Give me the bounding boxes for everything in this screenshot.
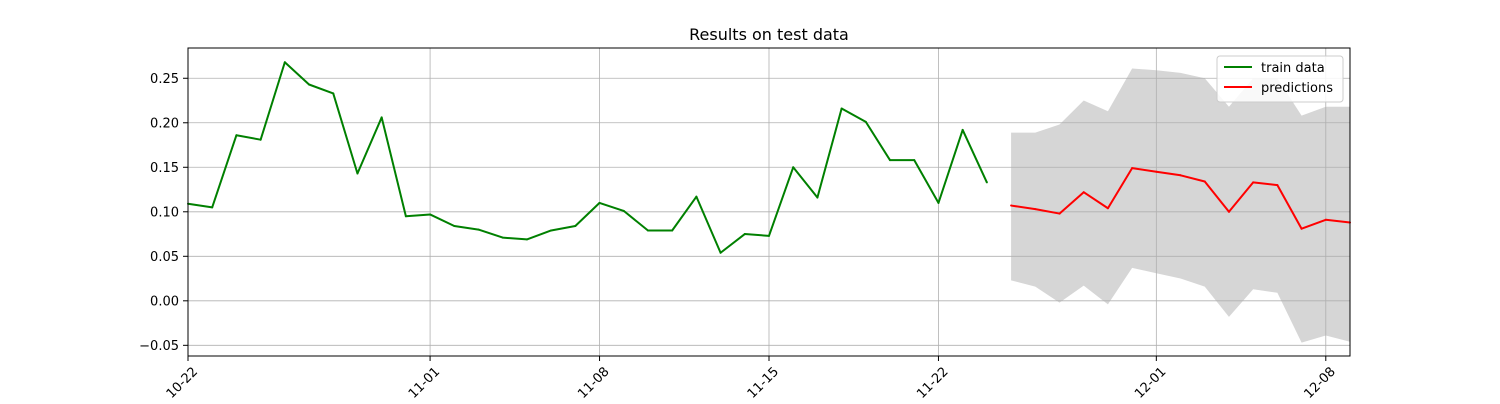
data-point-train-data: [937, 201, 940, 204]
data-point-train-data: [598, 201, 601, 204]
data-point-predictions: [1058, 212, 1061, 215]
data-point-train-data: [453, 225, 456, 228]
y-tick-label: 0.15: [150, 161, 179, 176]
x-tick-label: 10-22: [164, 364, 201, 400]
data-point-train-data: [695, 195, 698, 198]
y-tick-label: 0.05: [150, 250, 179, 265]
data-point-train-data: [646, 229, 649, 232]
x-tick-label: 11-22: [914, 364, 951, 400]
x-tick-label: 11-08: [575, 364, 612, 400]
data-point-train-data: [985, 181, 988, 184]
y-tick-label: −0.05: [139, 339, 179, 354]
grid-layer: [187, 48, 1350, 356]
confidence-band-layer: [1011, 68, 1350, 343]
legend-label-predictions: predictions: [1261, 81, 1333, 96]
chart-title: Results on test data: [689, 25, 849, 44]
data-point-train-data: [332, 92, 335, 95]
series-layer: [187, 61, 1351, 254]
data-point-train-data: [308, 83, 311, 86]
data-point-predictions: [1300, 227, 1303, 230]
y-tick-label: 0.10: [150, 205, 179, 220]
data-point-train-data: [913, 159, 916, 162]
confidence-band: [1011, 68, 1350, 343]
data-point-train-data: [550, 229, 553, 232]
data-point-train-data: [283, 61, 286, 64]
data-point-train-data: [477, 228, 480, 231]
data-point-train-data: [404, 215, 407, 218]
legend-label-train-data: train data: [1261, 61, 1325, 76]
legend: train data predictions: [1216, 55, 1344, 103]
data-point-train-data: [211, 206, 214, 209]
data-point-train-data: [743, 233, 746, 236]
data-point-predictions: [1155, 170, 1158, 173]
data-point-train-data: [840, 107, 843, 110]
data-point-train-data: [356, 172, 359, 175]
data-point-train-data: [501, 236, 504, 239]
data-point-train-data: [380, 116, 383, 119]
data-point-train-data: [792, 166, 795, 169]
y-tick-label: 0.25: [150, 72, 179, 87]
data-point-predictions: [1203, 180, 1206, 183]
data-point-train-data: [719, 251, 722, 254]
y-tick-label: 0.00: [150, 294, 179, 309]
x-tick-label: 12-01: [1132, 364, 1169, 400]
data-point-train-data: [429, 213, 432, 216]
y-tick-label: 0.20: [150, 116, 179, 131]
data-point-predictions: [1252, 181, 1255, 184]
data-point-predictions: [1324, 218, 1327, 221]
x-tick-label: 12-08: [1302, 364, 1339, 400]
data-point-predictions: [1227, 210, 1230, 213]
data-point-train-data: [259, 138, 262, 141]
data-point-predictions: [1010, 204, 1013, 207]
data-point-train-data: [768, 234, 770, 237]
x-tick-label: 11-01: [406, 364, 443, 400]
data-point-train-data: [622, 209, 625, 212]
data-point-train-data: [671, 229, 674, 232]
data-point-predictions: [1034, 208, 1037, 211]
data-point-predictions: [1106, 207, 1109, 210]
data-point-train-data: [574, 225, 577, 228]
data-point-predictions: [1131, 167, 1134, 170]
data-point-train-data: [864, 120, 867, 123]
data-point-train-data: [816, 196, 819, 199]
data-point-predictions: [1276, 184, 1279, 187]
data-point-predictions: [1082, 191, 1085, 194]
x-tick-label: 11-15: [745, 364, 782, 400]
data-point-predictions: [1179, 174, 1182, 177]
series-line-train-data: [187, 61, 988, 254]
data-point-train-data: [961, 128, 964, 131]
data-point-train-data: [525, 238, 528, 241]
data-point-train-data: [889, 159, 892, 162]
data-point-train-data: [235, 134, 238, 137]
